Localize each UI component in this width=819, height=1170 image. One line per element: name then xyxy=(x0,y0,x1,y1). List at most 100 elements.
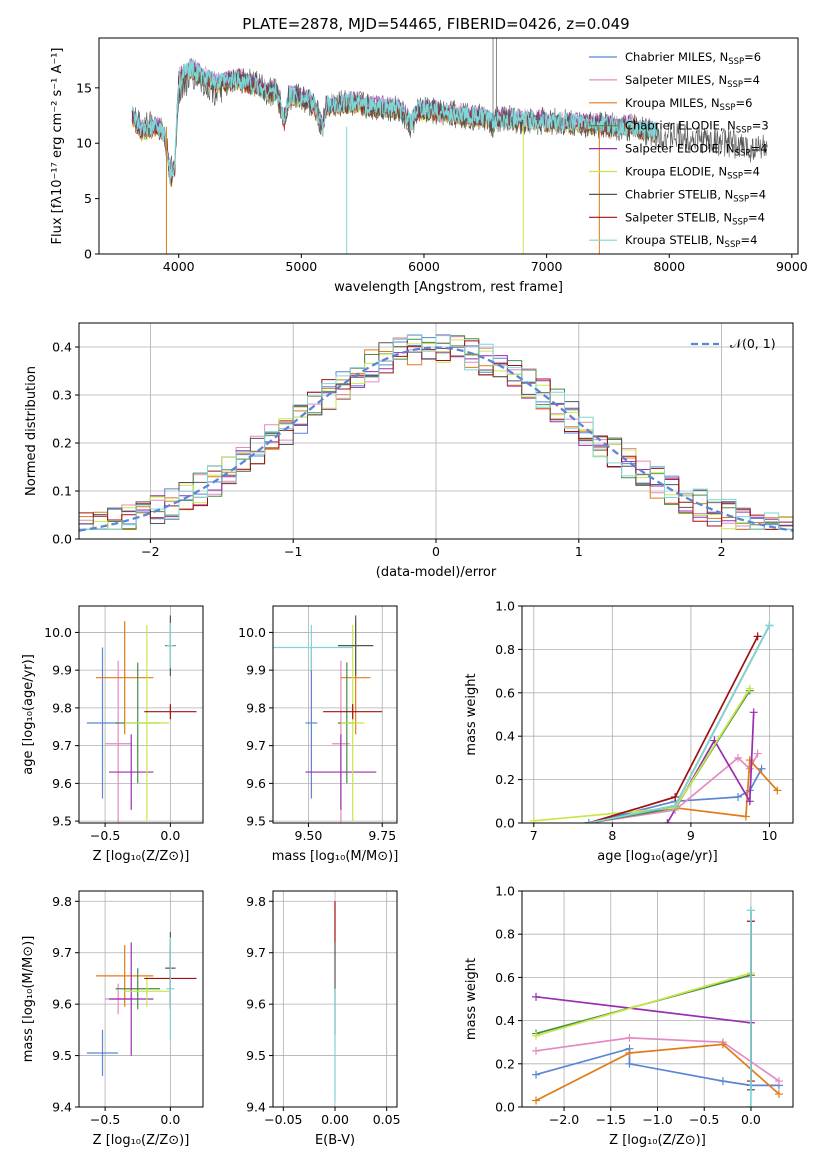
histogram-step-line xyxy=(79,334,793,530)
x-axis-label: Z [log₁₀(Z/Z⊙)] xyxy=(93,1133,190,1148)
mass-weight-line xyxy=(535,972,752,1037)
panel-mass_vs_ebv: −0.05 0.00 0.05 9.4 9.5 9.6 9.7 9.8 E(B-V) xyxy=(246,890,401,1148)
model-spectrum-line xyxy=(131,59,658,185)
y-axis-label: mass weight xyxy=(464,958,479,1040)
mass-weight-marker xyxy=(745,756,754,765)
mass-weight-marker xyxy=(746,906,755,915)
axes-frame xyxy=(98,37,799,255)
y-tick-label: 9.8 xyxy=(246,700,266,715)
plot-area-weight_vs_Z xyxy=(532,906,783,1107)
y-tick-label: 9.6 xyxy=(246,776,266,791)
y-tick-label: 0.6 xyxy=(495,685,515,700)
y-tick-label: 0.2 xyxy=(495,1056,515,1071)
y-tick-label: 0.0 xyxy=(495,1100,515,1115)
x-tick-label: 9.75 xyxy=(368,828,396,843)
legend-label: Kroupa MILES, NSSP=6 xyxy=(625,96,752,113)
y-axis-label: mass [log₁₀(M/M⊙)] xyxy=(21,936,36,1063)
x-tick-label: 0 xyxy=(432,544,440,559)
plot-area-spectrum xyxy=(131,38,768,254)
mass-weight-marker xyxy=(532,992,541,1001)
mass-weight-line xyxy=(535,1047,779,1087)
y-tick-label: 0.0 xyxy=(495,816,515,831)
y-axis-label: age [log₁₀(age/yr)] xyxy=(21,654,36,775)
y-tick-label: 9.8 xyxy=(52,894,72,909)
y-tick-label: 10 xyxy=(76,136,92,151)
legend-label: Salpeter MILES, NSSP=4 xyxy=(625,73,760,90)
mass-weight-marker xyxy=(745,684,754,693)
y-tick-label: 9.7 xyxy=(246,738,266,753)
mass-weight-marker xyxy=(529,816,538,823)
x-tick-label: −1 xyxy=(284,544,302,559)
legend-text: Kroupa MILES, N xyxy=(625,96,720,110)
legend-suffix: =3 xyxy=(752,119,769,133)
x-tick-label: 10 xyxy=(761,828,777,843)
legend-suffix: =4 xyxy=(751,142,768,156)
legend-label: Salpeter ELODIE, NSSP=4 xyxy=(625,142,768,159)
legend-subscript: SSP xyxy=(727,80,743,90)
mass-weight-line xyxy=(588,625,771,823)
mass-weight-marker xyxy=(671,801,680,810)
y-tick-label: 9.9 xyxy=(246,663,266,678)
mass-weight-marker xyxy=(718,1040,727,1049)
legend-label: Kroupa ELODIE, NSSP=4 xyxy=(625,165,760,182)
panel-age_vs_Z: −0.5 0.0 9.5 9.6 9.7 9.8 9.9 10.0 Z [log₁₀(Z/Z⊙)… xyxy=(21,605,204,864)
axes-frame xyxy=(78,605,204,824)
panel-residuals: −2 −1 0 1 2 0.0 0.1 0.2 0.3 0.4 (data-model)/error… xyxy=(24,322,794,580)
mass-weight-marker xyxy=(734,753,743,762)
mass-weight-marker xyxy=(749,708,758,717)
y-tick-label: 0.4 xyxy=(495,1013,515,1028)
x-tick-label: −0.5 xyxy=(90,1112,120,1127)
legend-suffix: =4 xyxy=(749,187,766,201)
x-tick-label: 9.50 xyxy=(295,828,323,843)
mass-weight-marker xyxy=(532,1031,541,1040)
x-tick-label: 5000 xyxy=(285,259,317,274)
legend-suffix: =6 xyxy=(744,50,761,64)
y-axis-label: Flux [fλ10⁻¹⁷ erg cm⁻² s⁻¹ A⁻¹] xyxy=(50,48,65,245)
x-tick-label: 8000 xyxy=(653,259,685,274)
legend-label: Chabrier ELODIE, NSSP=3 xyxy=(625,119,769,136)
plot-area-weight_vs_age xyxy=(529,621,782,823)
y-tick-label: 1.0 xyxy=(495,884,515,899)
y-tick-label: 9.6 xyxy=(52,776,72,791)
residuals-legend: 𝒩(0, 1) xyxy=(691,336,776,351)
y-tick-label: 10.0 xyxy=(238,625,266,640)
x-axis-label: wavelength [Angstrom, rest frame] xyxy=(334,280,563,295)
y-tick-label: 9.6 xyxy=(246,997,266,1012)
mass-weight-marker xyxy=(625,1059,634,1068)
mass-weight-line xyxy=(535,995,752,1024)
y-tick-label: 9.5 xyxy=(52,814,72,829)
x-tick-label: −0.05 xyxy=(264,1112,302,1127)
panel-age_vs_mass: 9.50 9.75 9.5 9.6 9.7 9.8 9.9 10.0 mass [log₁₀(M… xyxy=(238,605,398,864)
x-tick-label: −2.0 xyxy=(549,1112,579,1127)
y-tick-label: 9.5 xyxy=(246,814,266,829)
y-axis-label: Normed distribution xyxy=(24,366,39,496)
y-tick-label: 0.6 xyxy=(495,970,515,985)
legend-label: 𝒩(0, 1) xyxy=(730,336,776,351)
legend-subscript: SSP xyxy=(735,149,751,159)
legend-text: Salpeter ELODIE, N xyxy=(625,142,735,156)
mass-weight-marker xyxy=(765,621,774,630)
plot-area-residuals xyxy=(79,334,793,532)
x-tick-label: −0.5 xyxy=(689,1112,719,1127)
y-tick-label: 0 xyxy=(84,247,92,262)
plots-layer: 4000 5000 6000 7000 8000 9000051015wavelength… xyxy=(21,37,808,1148)
legend-suffix: =4 xyxy=(743,165,760,179)
legend-subscript: SSP xyxy=(727,172,743,182)
mass-weight-marker xyxy=(773,786,782,795)
plot-area-age_vs_Z xyxy=(86,615,197,823)
legend-subscript: SSP xyxy=(733,194,749,204)
y-tick-label: 0.1 xyxy=(52,484,72,499)
y-tick-label: 9.9 xyxy=(52,663,72,678)
legend-label: Salpeter STELIB, NSSP=4 xyxy=(625,210,765,227)
y-tick-label: 9.6 xyxy=(52,997,72,1012)
y-tick-label: 0.4 xyxy=(52,340,72,355)
normal-curve xyxy=(79,346,793,532)
legend-text: Salpeter MILES, N xyxy=(625,73,727,87)
panel-weight_vs_Z: −2.0 −1.5 −1.0 −0.5 0.0 0.0 0.2 0.4 0.6 0.8 1.0 Z [… xyxy=(464,884,794,1148)
mass-weight-marker xyxy=(625,1033,634,1042)
x-tick-label: −1.0 xyxy=(642,1112,672,1127)
legend-label: Chabrier STELIB, NSSP=4 xyxy=(625,187,766,204)
panel-weight_vs_age: 7 8 9 10 0.0 0.2 0.4 0.6 0.8 1.0 age [log₁₀(age/yr… xyxy=(464,599,794,864)
